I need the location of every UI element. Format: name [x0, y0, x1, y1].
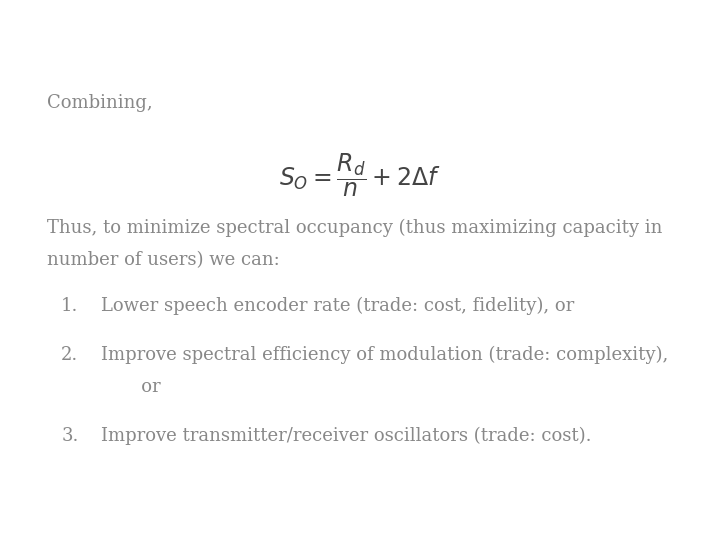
Text: number of users) we can:: number of users) we can:: [47, 251, 279, 269]
Text: Lower speech encoder rate (trade: cost, fidelity), or: Lower speech encoder rate (trade: cost, …: [101, 297, 574, 315]
Text: Combining,: Combining,: [47, 94, 153, 112]
Text: Example Modulation Schemes for Wireless: Example Modulation Schemes for Wireless: [18, 15, 685, 43]
Text: 1.: 1.: [61, 297, 78, 315]
Text: 3.: 3.: [61, 427, 78, 444]
Text: Thus, to minimize spectral occupancy (thus maximizing capacity in: Thus, to minimize spectral occupancy (th…: [47, 219, 662, 237]
Text: Improve spectral efficiency of modulation (trade: complexity),: Improve spectral efficiency of modulatio…: [101, 346, 668, 364]
Text: 2.: 2.: [61, 346, 78, 363]
Text: $S_O = \dfrac{R_d}{n} + 2\Delta f$: $S_O = \dfrac{R_d}{n} + 2\Delta f$: [279, 151, 441, 199]
Text: Improve transmitter/receiver oscillators (trade: cost).: Improve transmitter/receiver oscillators…: [101, 427, 591, 445]
Text: or: or: [101, 378, 161, 396]
